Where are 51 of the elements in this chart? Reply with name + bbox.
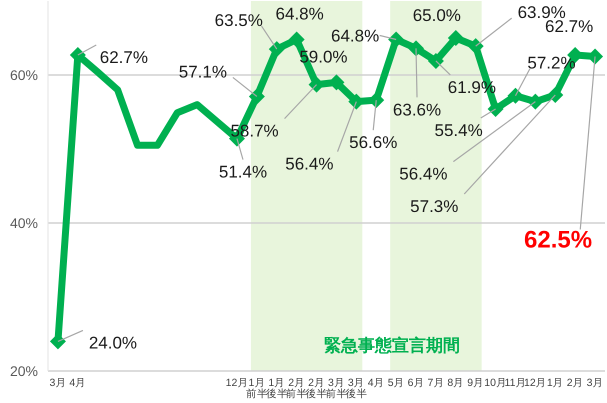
point <box>248 88 265 104</box>
x-tick-label: 6月 <box>408 377 424 389</box>
data-label: 62.7% <box>100 48 148 68</box>
data-label: 57.1% <box>178 62 227 82</box>
x-tick-label: 2月後半 <box>306 377 328 400</box>
point <box>428 52 444 69</box>
point <box>268 41 285 58</box>
x-tick-label: 1月前半 <box>246 377 268 400</box>
data-label: 24.0% <box>88 333 138 352</box>
data-label: 63.6% <box>392 100 442 120</box>
point <box>388 31 404 48</box>
point <box>527 94 544 110</box>
x-tick-label: 3月 <box>586 377 604 389</box>
data-label: 57.3% <box>410 196 458 216</box>
x-tick-label: 2月 <box>566 377 584 389</box>
data-label: 65.0% <box>412 6 461 25</box>
x-tick-label: 9月 <box>467 377 484 389</box>
data-label: 56.4% <box>399 164 448 184</box>
x-tick-label: 4月 <box>69 377 86 389</box>
x-tick-label: 12月 <box>226 377 248 389</box>
point <box>408 40 424 56</box>
point <box>468 38 484 54</box>
x-tick-label: 1月 <box>546 377 564 389</box>
y-tick-label: 40% <box>10 215 38 231</box>
x-tick-label: 5月 <box>388 377 405 389</box>
y-tick-label: 60% <box>10 67 38 83</box>
x-tick-label: 1月後半 <box>266 377 288 400</box>
data-label: 55.4% <box>434 121 483 140</box>
point <box>547 86 564 103</box>
y-tick-label: 20% <box>10 363 38 379</box>
x-tick-label: 4月 <box>368 377 385 389</box>
annotation: 緊急事態宣言期間 <box>324 336 460 355</box>
data-label: 62.7% <box>545 17 594 36</box>
data-label: 63.5% <box>214 11 263 30</box>
data-label: 64.8% <box>276 4 324 24</box>
data-label: 56.6% <box>349 133 398 152</box>
x-tick-label: 8月 <box>447 377 464 389</box>
x-tick-label: 2月前半 <box>286 377 308 400</box>
data-label: 56.4% <box>285 154 334 174</box>
x-tick-label: 12月 <box>524 377 547 389</box>
x-tick-label: 3月 <box>50 377 66 389</box>
x-tick-label: 3月後半 <box>345 377 368 400</box>
x-tick-label: 3月前半 <box>325 377 348 400</box>
data-label: 51.4% <box>218 162 268 182</box>
point <box>507 88 524 104</box>
point <box>448 30 464 46</box>
point <box>288 31 305 48</box>
data-label: 62.5% <box>524 226 592 254</box>
point <box>488 101 504 118</box>
data-label: 64.8% <box>331 26 380 46</box>
x-tick-label: 7月 <box>427 377 444 389</box>
